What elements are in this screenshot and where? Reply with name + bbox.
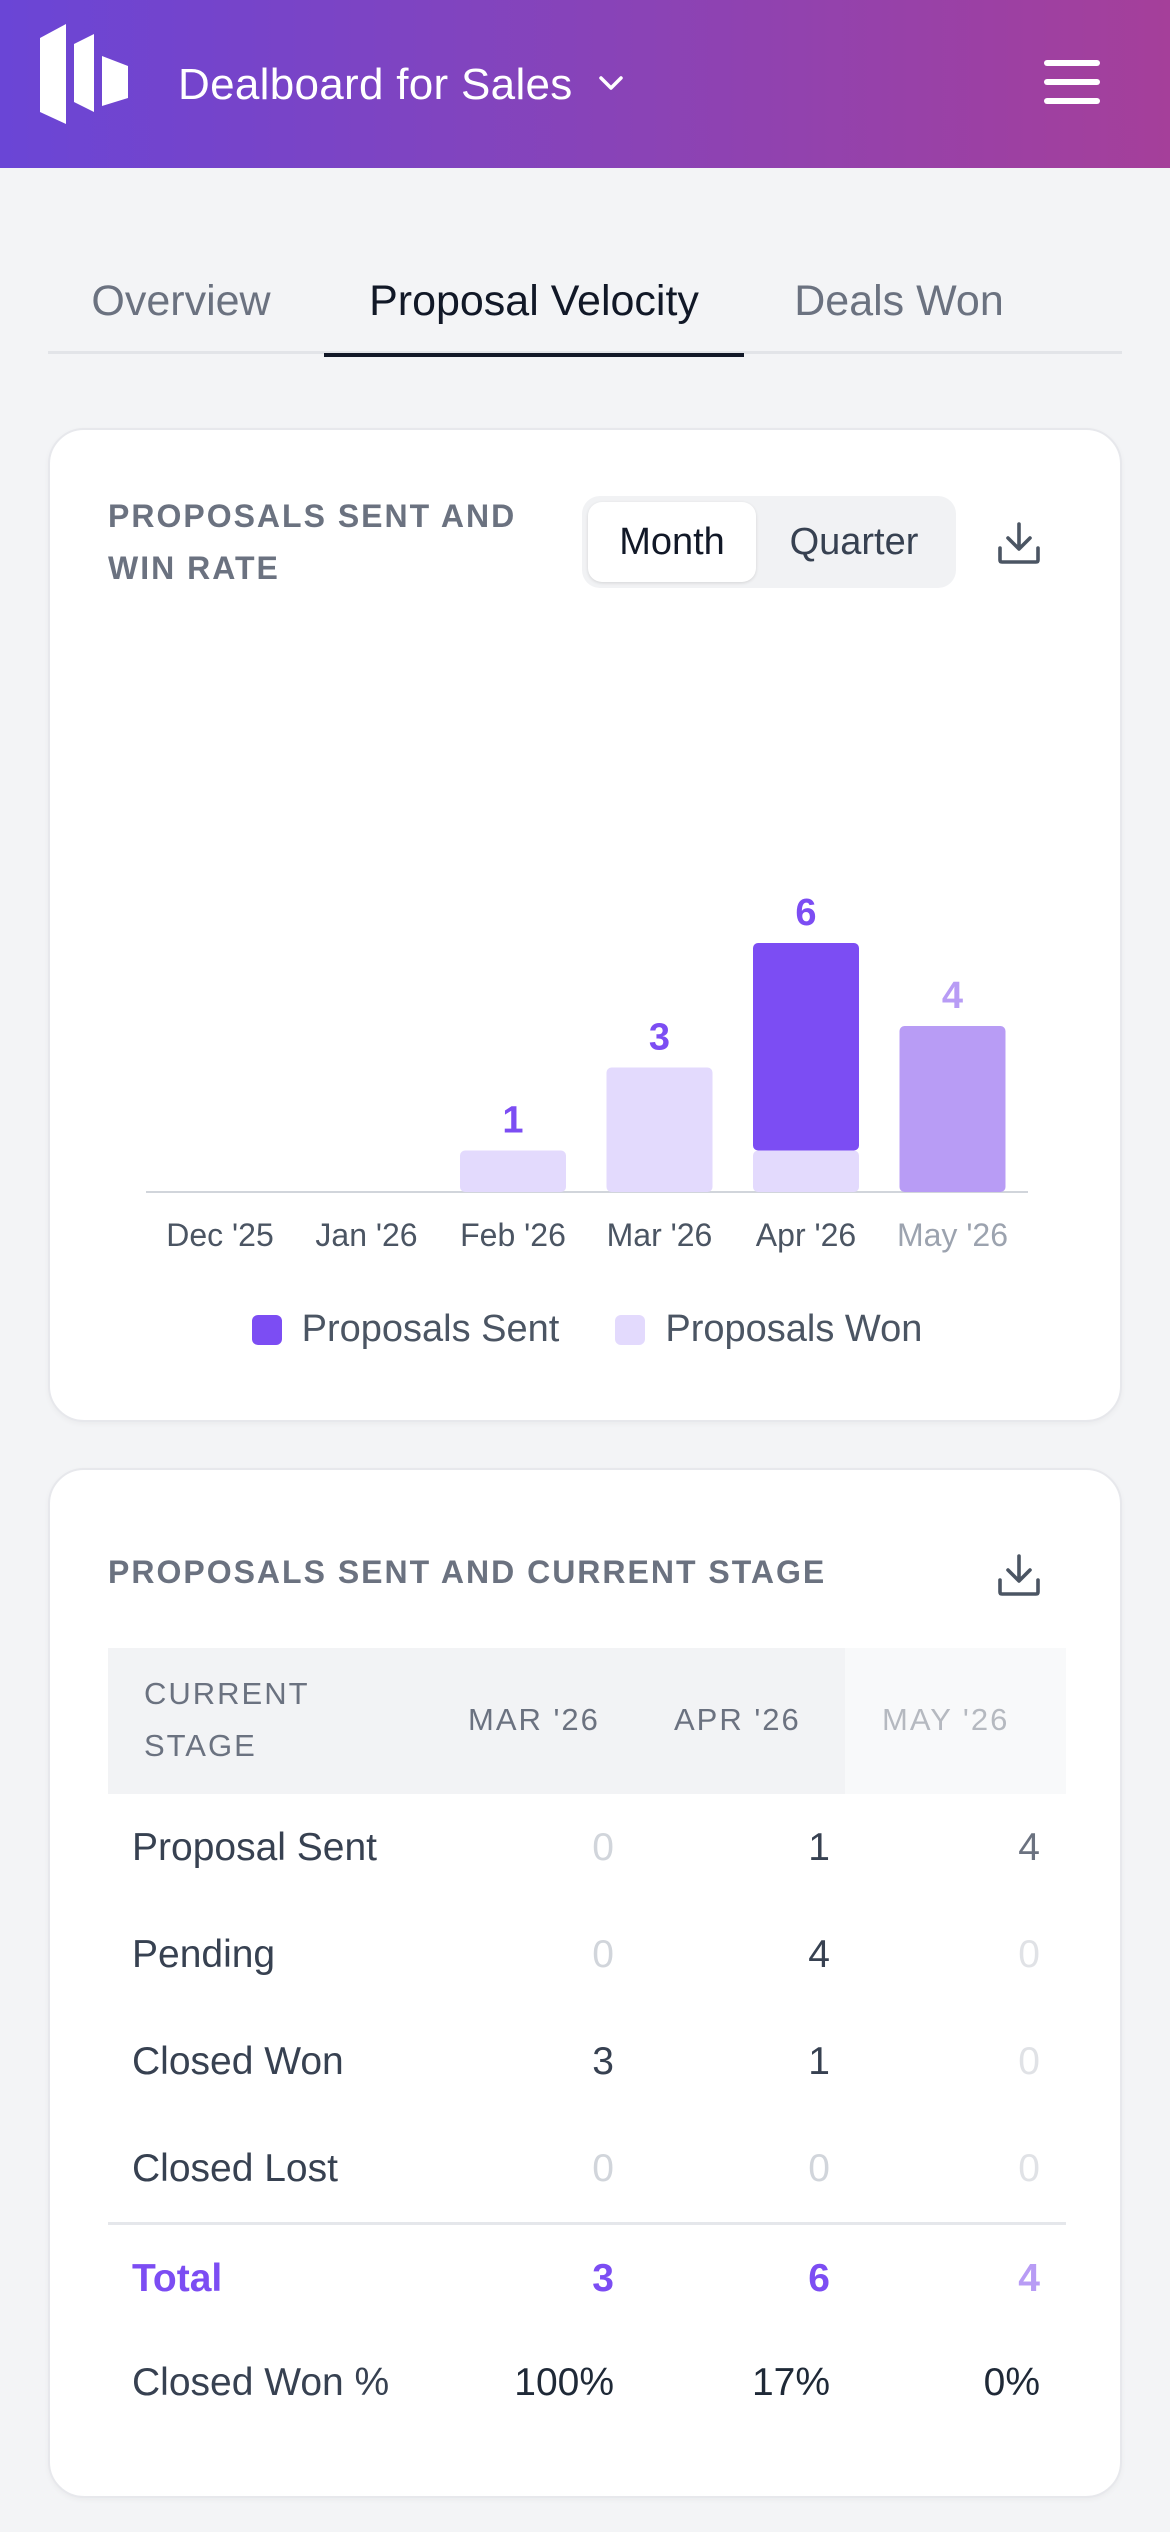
chart-title-line-2: WIN RATE <box>108 550 280 586</box>
legend-swatch-sent <box>251 1314 282 1345</box>
cell-may: 0 <box>1018 2039 1040 2083</box>
header-current-stage: CURRENT STAGE <box>144 1676 310 1763</box>
legend-swatch-won <box>615 1314 646 1345</box>
x-tick-label: May '26 <box>897 1217 1008 1253</box>
period-toggle: Month Quarter <box>582 496 956 588</box>
bar-won-2[interactable] <box>460 1150 566 1193</box>
bar-sent-4[interactable] <box>753 943 859 1151</box>
chevron-down-icon[interactable] <box>596 70 626 96</box>
total-may: 4 <box>1018 2256 1040 2300</box>
tab-proposal-velocity[interactable]: Proposal Velocity <box>324 248 744 357</box>
download-icon[interactable] <box>994 518 1044 568</box>
cell-apr: 1 <box>808 1825 830 1869</box>
stage-table-card: PROPOSALS SENT AND CURRENT STAGE CURRENT… <box>48 1468 1122 2498</box>
bar-total-label: 3 <box>649 1017 670 1059</box>
tab-overview[interactable]: Overview <box>91 276 271 325</box>
logo-icon[interactable] <box>36 20 132 128</box>
legend-label-sent: Proposals Sent <box>301 1308 560 1350</box>
total-apr: 6 <box>808 2256 830 2300</box>
chart-title-line-1: PROPOSALS SENT AND <box>108 498 517 534</box>
cell-apr: 4 <box>808 1932 830 1976</box>
header-may-26[interactable]: MAY '26 <box>882 1702 1010 1737</box>
chart-legend: Proposals Sent Proposals Won <box>50 1308 1124 1351</box>
bar-sent-5[interactable] <box>899 1026 1006 1192</box>
legend-item-sent[interactable]: Proposals Sent <box>251 1308 560 1351</box>
cell-apr: 1 <box>808 2039 830 2083</box>
total-mar: 3 <box>592 2256 614 2300</box>
bar-total-label: 4 <box>942 975 963 1017</box>
cell-mar: 0 <box>592 1825 614 1869</box>
table-row: Closed Won 3 1 0 <box>108 2008 1066 2115</box>
x-tick-label: Dec '25 <box>166 1217 274 1253</box>
toggle-month[interactable]: Month <box>588 502 756 582</box>
row-label: Closed Won <box>132 2039 344 2083</box>
row-label: Proposal Sent <box>132 1825 377 1869</box>
cell-mar: 0 <box>592 2146 614 2190</box>
toggle-quarter[interactable]: Quarter <box>789 520 919 563</box>
win-pct-apr: 17% <box>751 2360 830 2404</box>
tab-bar: Overview Proposal Velocity Deals Won <box>48 248 1122 357</box>
bar-won-3[interactable] <box>606 1067 713 1193</box>
x-tick-label: Apr '26 <box>756 1217 856 1253</box>
cell-may: 4 <box>1018 1825 1040 1869</box>
bar-won-4[interactable] <box>753 1150 859 1193</box>
win-pct-mar: 100% <box>514 2360 614 2404</box>
legend-label-won: Proposals Won <box>665 1308 923 1350</box>
table-row: Proposal Sent 0 1 4 <box>108 1794 1066 1901</box>
stage-card-title: PROPOSALS SENT AND CURRENT STAGE <box>108 1554 827 1590</box>
cell-may: 0 <box>1018 1932 1040 1976</box>
cell-mar: 3 <box>592 2039 614 2083</box>
hamburger-menu-icon[interactable] <box>1044 58 1102 106</box>
bar-total-label: 6 <box>795 892 816 934</box>
legend-item-won[interactable]: Proposals Won <box>615 1308 922 1351</box>
tab-deals-won[interactable]: Deals Won <box>794 276 1004 325</box>
download-icon[interactable] <box>994 1550 1044 1600</box>
table-header: CURRENT STAGE MAR '26 APR '26 MAY '26 <box>108 1648 1066 1794</box>
total-label: Total <box>132 2256 223 2300</box>
row-label: Closed Lost <box>132 2146 338 2190</box>
app-title[interactable]: Dealboard for Sales <box>178 60 573 109</box>
row-label: Pending <box>132 1932 276 1976</box>
header-mar-26[interactable]: MAR '26 <box>468 1702 600 1737</box>
proposals-chart-card: PROPOSALS SENT AND WIN RATE Month Quarte… <box>48 428 1122 1422</box>
cell-mar: 0 <box>592 1932 614 1976</box>
x-tick-label: Jan '26 <box>315 1217 417 1253</box>
bar-chart: Dec '25 Jan '26 1 Feb '26 3 Mar '26 6 Apr '26 4 M… <box>146 892 1028 1253</box>
table-row: Pending 0 4 0 <box>108 1901 1066 2008</box>
header-apr-26[interactable]: APR '26 <box>674 1702 801 1737</box>
win-pct-label: Closed Won % <box>132 2360 390 2404</box>
x-tick-label: Mar '26 <box>607 1217 713 1253</box>
x-tick-label: Feb '26 <box>460 1217 566 1253</box>
cell-apr: 0 <box>808 2146 830 2190</box>
table-row-win-pct: Closed Won % 100% 17% 0% <box>108 2329 1066 2436</box>
cell-may: 0 <box>1018 2146 1040 2190</box>
win-pct-may: 0% <box>983 2360 1040 2404</box>
table-row: Closed Lost 0 0 0 <box>108 2115 1066 2222</box>
stage-table: CURRENT STAGE MAR '26 APR '26 MAY '26 Pr… <box>108 1648 1066 2436</box>
table-row-total: Total 3 6 4 <box>108 2222 1066 2329</box>
chart-card-title: PROPOSALS SENT AND WIN RATE <box>108 490 516 594</box>
bar-total-label: 1 <box>502 1100 523 1142</box>
app-header: Dealboard for Sales <box>0 0 1170 168</box>
